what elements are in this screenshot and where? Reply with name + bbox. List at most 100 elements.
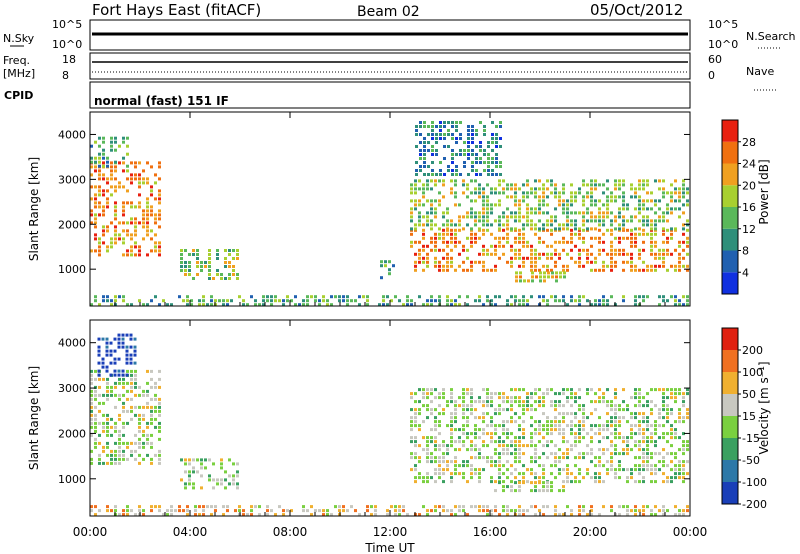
velocity-cell [442,460,445,464]
velocity-cell [678,513,681,517]
velocity-cell [118,437,121,441]
velocity-cell [498,481,501,485]
velocity-cell [434,428,437,432]
velocity-colorbar-swatch [722,394,738,416]
velocity-cell [522,420,525,424]
power-cell [602,303,605,307]
power-cell [514,252,517,256]
velocity-cell [462,428,465,432]
power-cell [126,303,129,307]
power-cell [530,227,533,231]
velocity-cell [534,513,537,517]
power-cell [134,233,137,237]
power-cell [431,169,434,172]
velocity-cell [426,404,429,408]
velocity-cell [454,460,457,464]
nsearch-tick-top: 10^5 [708,18,738,31]
power-cell [378,303,381,307]
velocity-cell [638,392,641,396]
velocity-cell [674,513,677,517]
power-cell [122,205,125,209]
velocity-cell [502,472,505,476]
velocity-cell [90,461,93,465]
velocity-cell [642,396,645,400]
power-cell [598,223,601,227]
power-cell [430,199,433,203]
velocity-cell [154,425,157,429]
power-cell [682,211,685,215]
power-cell [518,299,521,303]
velocity-cell [422,392,425,396]
velocity-cell [646,448,649,452]
power-colorbar-swatch [722,120,738,142]
power-cell [208,273,211,276]
power-cell [134,217,137,221]
power-cell [638,211,641,215]
velocity-cell [224,470,227,474]
velocity-cell [522,408,525,412]
power-cell [158,189,161,193]
velocity-cell [678,416,681,420]
power-cell [554,299,557,303]
power-cell [434,244,437,248]
power-cell [180,253,183,256]
velocity-cell [192,470,195,474]
velocity-cell [498,460,501,464]
velocity-cell [232,482,235,486]
velocity-cell [498,472,501,476]
power-cell [270,295,273,299]
velocity-cell [426,460,429,464]
power-cell [622,227,625,231]
power-cell [314,299,317,303]
velocity-cell [590,400,593,404]
power-cell [646,215,649,219]
velocity-cell [134,377,137,381]
power-cell [130,205,133,209]
velocity-cell [582,412,585,416]
velocity-cell [130,389,133,393]
velocity-cell [458,396,461,400]
power-cell [499,165,502,168]
power-cell [642,219,645,223]
power-cell [638,219,641,223]
velocity-cell [462,416,465,420]
power-cell [126,177,129,181]
power-cell [478,191,481,195]
velocity-cell [410,452,413,456]
power-cell [678,264,681,268]
velocity-cell [438,505,441,509]
power-cell [224,249,227,252]
power-cell [566,252,569,256]
power-cell [570,228,573,232]
freq-frame [89,52,691,80]
velocity-cell [490,396,493,400]
velocity-cell [574,432,577,436]
power-cell [590,227,593,231]
power-cell [130,303,133,307]
velocity-cell [682,472,685,476]
velocity-cell [105,365,109,369]
velocity-cell [150,433,153,437]
velocity-cell [198,513,201,517]
cpid-frame [89,81,691,109]
velocity-cell [482,416,485,420]
velocity-cell [630,448,633,452]
power-cell [318,299,321,303]
power-cell [474,215,477,219]
velocity-cell [502,432,505,436]
velocity-cell [622,436,625,440]
velocity-cell [490,513,493,517]
power-cell [610,264,613,268]
velocity-cell [474,468,477,472]
velocity-cell [550,432,553,436]
velocity-cell [110,393,113,397]
velocity-cell [122,441,125,445]
power-cell [650,240,653,244]
velocity-cell [554,428,557,432]
power-cell [491,133,494,136]
power-cell [442,268,445,272]
power-cell [510,244,513,248]
velocity-cell [114,449,117,453]
power-cell [634,191,637,195]
power-cell [554,227,557,231]
